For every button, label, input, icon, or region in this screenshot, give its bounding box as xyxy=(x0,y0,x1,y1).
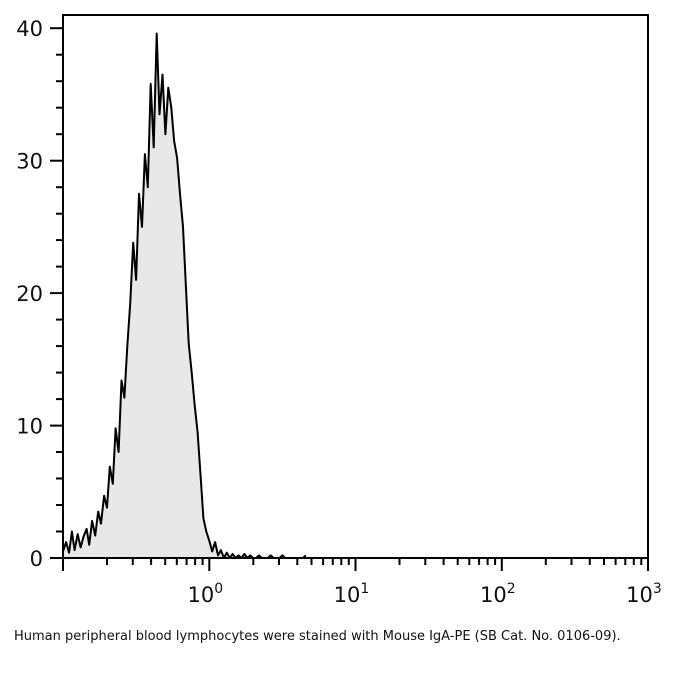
y-tick-label: 0 xyxy=(30,547,43,571)
y-tick-label: 30 xyxy=(16,150,43,174)
x-tick-label: 103 xyxy=(626,581,662,607)
x-axis-ticks xyxy=(62,558,649,571)
y-tick-label: 20 xyxy=(16,282,43,306)
plot-frame xyxy=(62,14,649,559)
x-tick-labels: 100 101 102 103 xyxy=(187,581,661,607)
histogram-area-group xyxy=(62,32,307,559)
y-axis-ticks xyxy=(50,27,63,559)
y-tick-labels: 0 10 20 30 40 xyxy=(16,17,43,571)
y-tick-label: 40 xyxy=(16,17,43,41)
y-tick-label: 10 xyxy=(16,415,43,439)
x-tick-label: 100 xyxy=(187,581,223,607)
figure-caption: Human peripheral blood lymphocytes were … xyxy=(14,629,621,644)
histogram-fill xyxy=(63,33,306,558)
x-tick-label: 101 xyxy=(334,581,370,607)
x-tick-label: 102 xyxy=(480,581,516,607)
